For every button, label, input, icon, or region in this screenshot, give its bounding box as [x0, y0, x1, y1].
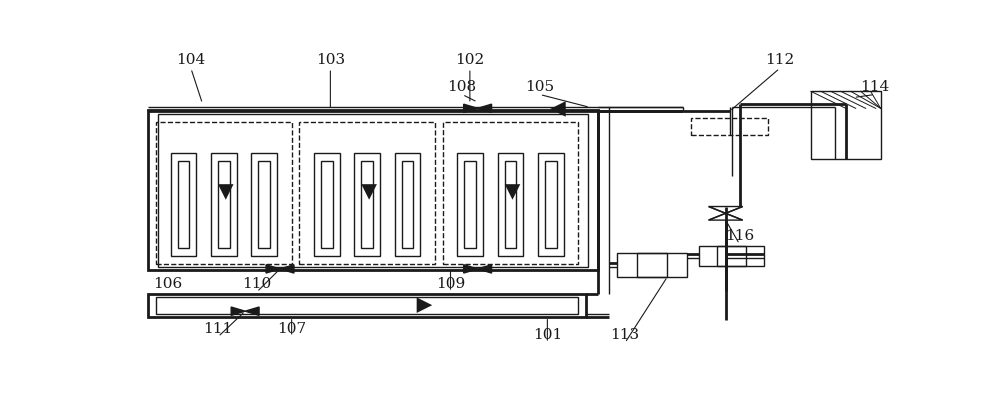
Text: 102: 102	[455, 53, 484, 67]
Polygon shape	[478, 265, 492, 273]
Bar	[498, 154, 523, 256]
Text: 116: 116	[725, 229, 754, 243]
Bar	[443, 122, 578, 264]
Polygon shape	[464, 265, 478, 273]
Bar	[811, 91, 881, 159]
Bar	[158, 113, 588, 267]
Polygon shape	[464, 104, 478, 113]
Bar	[505, 161, 516, 247]
Bar	[395, 154, 420, 256]
Bar	[148, 110, 598, 270]
Bar	[538, 154, 564, 256]
Text: 106: 106	[153, 277, 182, 292]
Bar	[258, 161, 270, 247]
Text: 111: 111	[203, 322, 233, 336]
Bar	[211, 154, 237, 256]
Bar	[218, 161, 230, 247]
Polygon shape	[245, 307, 259, 315]
Bar	[457, 154, 483, 256]
Bar	[691, 117, 768, 135]
Bar	[545, 161, 557, 247]
Bar	[402, 161, 413, 247]
Polygon shape	[231, 307, 245, 315]
Bar	[617, 253, 687, 277]
Text: 103: 103	[316, 53, 345, 67]
Bar	[314, 154, 340, 256]
Text: 101: 101	[533, 328, 562, 342]
Polygon shape	[478, 104, 492, 113]
Text: 110: 110	[242, 277, 271, 292]
Text: 109: 109	[436, 277, 465, 292]
Text: 107: 107	[277, 322, 306, 336]
Bar	[321, 161, 333, 247]
Bar	[637, 253, 667, 277]
Bar	[156, 122, 292, 264]
Text: 104: 104	[176, 53, 206, 67]
Bar	[464, 161, 476, 247]
Bar	[148, 294, 586, 317]
Bar	[171, 154, 196, 256]
Bar	[178, 161, 189, 247]
Bar	[299, 122, 435, 264]
Text: 105: 105	[525, 80, 554, 94]
Bar	[698, 246, 764, 266]
Bar	[156, 297, 578, 314]
Polygon shape	[280, 265, 294, 273]
Bar	[354, 154, 380, 256]
Text: 112: 112	[765, 53, 794, 67]
Text: 108: 108	[448, 80, 477, 94]
Text: 113: 113	[610, 328, 639, 342]
Bar	[251, 154, 277, 256]
Bar	[717, 246, 746, 266]
Polygon shape	[266, 265, 280, 273]
Bar	[361, 161, 373, 247]
Text: 114: 114	[861, 80, 890, 94]
